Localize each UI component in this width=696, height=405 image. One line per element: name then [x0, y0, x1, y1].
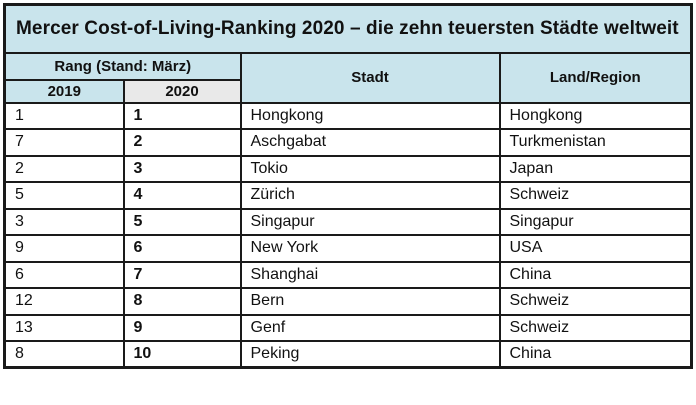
- header-row-rank-group: Rang (Stand: März) Stadt Land/Region: [3, 51, 693, 104]
- rank-2019-cell: 9: [3, 234, 125, 263]
- city-column-header: Stadt: [239, 51, 501, 104]
- rank-2020-cell: 5: [122, 207, 242, 236]
- table-title: Mercer Cost-of-Living-Ranking 2020 – die…: [3, 3, 693, 54]
- city-cell: Zürich: [239, 181, 501, 210]
- region-cell: Schweiz: [498, 287, 693, 316]
- region-column-header: Land/Region: [498, 51, 693, 104]
- region-cell: Turkmenistan: [498, 128, 693, 157]
- region-cell: Singapur: [498, 207, 693, 236]
- region-cell: China: [498, 260, 693, 289]
- rank-2020-cell: 3: [122, 154, 242, 183]
- rank-2019-cell: 8: [3, 340, 125, 369]
- year-2020-header: 2020: [122, 78, 242, 104]
- cost-of-living-ranking-table: Mercer Cost-of-Living-Ranking 2020 – die…: [3, 3, 693, 369]
- city-cell: Hongkong: [239, 101, 501, 130]
- city-cell: New York: [239, 234, 501, 263]
- city-cell: Tokio: [239, 154, 501, 183]
- rank-2019-cell: 1: [3, 101, 125, 130]
- city-cell: Singapur: [239, 207, 501, 236]
- table-row-rank-6: 9 6 New York USA: [3, 234, 693, 263]
- region-cell: Schweiz: [498, 181, 693, 210]
- table-row-rank-7: 6 7 Shanghai China: [3, 260, 693, 289]
- rank-2020-cell: 2: [122, 128, 242, 157]
- rank-2019-cell: 13: [3, 313, 125, 342]
- region-cell: USA: [498, 234, 693, 263]
- rank-2019-cell: 3: [3, 207, 125, 236]
- year-2019-header: 2019: [3, 78, 125, 104]
- table-row-rank-5: 3 5 Singapur Singapur: [3, 207, 693, 236]
- city-cell: Genf: [239, 313, 501, 342]
- rank-2020-cell: 10: [122, 340, 242, 369]
- rank-2020-cell: 4: [122, 181, 242, 210]
- rank-2020-cell: 6: [122, 234, 242, 263]
- region-cell: China: [498, 340, 693, 369]
- region-cell: Japan: [498, 154, 693, 183]
- table-row-rank-10: 8 10 Peking China: [3, 340, 693, 369]
- city-cell: Peking: [239, 340, 501, 369]
- rank-2019-cell: 12: [3, 287, 125, 316]
- table-row-rank-1: 1 1 Hongkong Hongkong: [3, 101, 693, 130]
- city-cell: Shanghai: [239, 260, 501, 289]
- city-cell: Aschgabat: [239, 128, 501, 157]
- table-row-rank-9: 13 9 Genf Schweiz: [3, 313, 693, 342]
- rank-2019-cell: 6: [3, 260, 125, 289]
- table-row-rank-4: 5 4 Zürich Schweiz: [3, 181, 693, 210]
- rank-2019-cell: 5: [3, 181, 125, 210]
- rank-group-header: Rang (Stand: März): [3, 51, 242, 81]
- rank-2020-cell: 9: [122, 313, 242, 342]
- city-cell: Bern: [239, 287, 501, 316]
- table-row-rank-8: 12 8 Bern Schweiz: [3, 287, 693, 316]
- table-row-rank-2: 7 2 Aschgabat Turkmenistan: [3, 128, 693, 157]
- rank-2019-cell: 7: [3, 128, 125, 157]
- title-row: Mercer Cost-of-Living-Ranking 2020 – die…: [3, 3, 693, 54]
- header-row-years: 2019 2020: [3, 78, 692, 104]
- rank-2020-cell: 8: [122, 287, 242, 316]
- rank-2019-cell: 2: [3, 154, 125, 183]
- rank-2020-cell: 1: [122, 101, 242, 130]
- region-cell: Hongkong: [498, 101, 693, 130]
- rank-2020-cell: 7: [122, 260, 242, 289]
- region-cell: Schweiz: [498, 313, 693, 342]
- table-row-rank-3: 2 3 Tokio Japan: [3, 154, 693, 183]
